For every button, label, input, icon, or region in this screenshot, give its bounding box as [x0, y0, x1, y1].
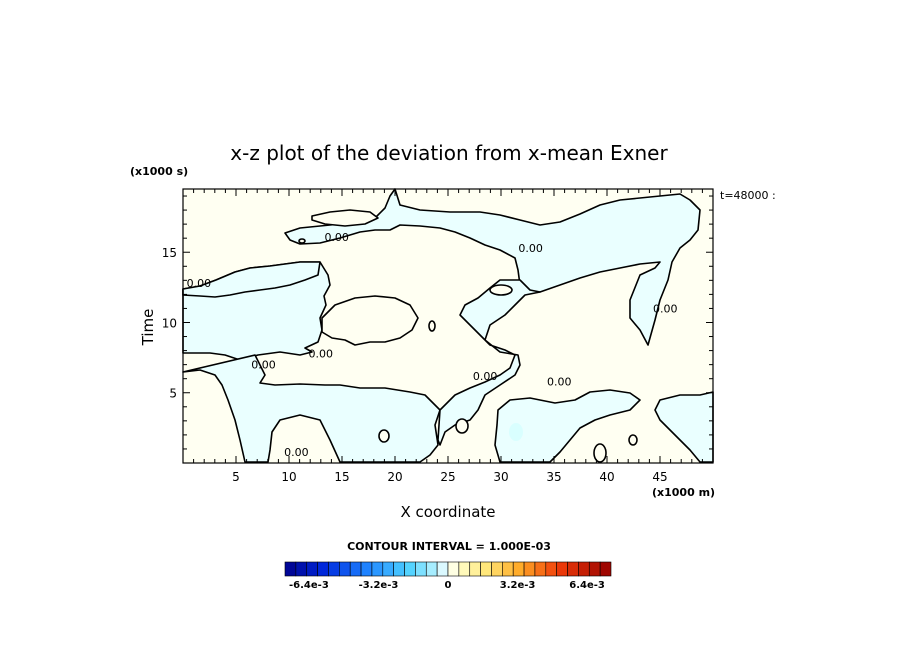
x-axis-label: X coordinate — [400, 503, 495, 521]
colorbar-bin — [458, 561, 471, 577]
colorbar-bin — [371, 561, 384, 577]
axis-ticks: 5 10 15 20 25 30 35 40 45 5 10 15 — [162, 189, 713, 484]
colorbar-bin — [404, 561, 416, 577]
negative-region-left-upper — [182, 261, 321, 298]
contour-label: 0.00 — [284, 446, 309, 459]
positive-island-small-6 — [428, 320, 436, 332]
x-tick-label: 35 — [546, 470, 561, 484]
positive-islands — [298, 209, 638, 463]
negative-region-top — [284, 188, 701, 346]
colorbar-bin — [339, 561, 351, 577]
contour-label: 0.00 — [187, 277, 212, 290]
colorbar-bin — [317, 561, 329, 577]
y-tick-label: 5 — [169, 387, 177, 401]
colorbar-bin — [360, 561, 373, 577]
chart-title: x-z plot of the deviation from x-mean Ex… — [230, 141, 668, 165]
colorbar-bin — [295, 561, 308, 577]
colorbar-bin — [425, 561, 438, 577]
positive-island-small-5 — [489, 284, 513, 296]
x-tick-label: 15 — [334, 470, 349, 484]
colorbar-bin — [523, 561, 536, 577]
colorbar-bin — [599, 561, 612, 577]
contour-label: 0.00 — [518, 242, 543, 255]
colorbar-bin — [436, 561, 449, 577]
colorbar-bin — [545, 561, 557, 577]
colorbar-tick-label: 3.2e-3 — [500, 580, 536, 591]
positive-island-small-4 — [628, 434, 638, 446]
colorbar-bin — [502, 561, 514, 577]
negative-region-bottom-right — [494, 389, 641, 463]
contour-label: 0.00 — [324, 231, 349, 244]
negative-region-right-lower — [654, 391, 714, 463]
contour-label: 0.00 — [547, 376, 572, 389]
colorbar-bin — [349, 561, 362, 577]
x-tick-label: 40 — [599, 470, 614, 484]
time-label: t=48000 : — [720, 189, 776, 202]
positive-island-small-7 — [298, 238, 306, 244]
positive-island-small-2 — [455, 418, 469, 434]
contour-label: 0.00 — [473, 370, 498, 383]
colorbar-bin — [556, 561, 568, 577]
y-tick-label: 10 — [162, 316, 177, 330]
colorbar-bin — [393, 561, 405, 577]
negative-regions — [182, 188, 714, 463]
x-tick-label: 45 — [652, 470, 667, 484]
negative-region-right-band — [437, 279, 541, 446]
positive-island-top — [311, 209, 379, 227]
y-axis-label: Time — [139, 309, 157, 347]
positive-island-small-1 — [378, 429, 390, 443]
colorbar: -6.4e-3 -3.2e-3 0 3.2e-3 6.4e-3 — [284, 561, 612, 591]
contour-label: 0.00 — [251, 359, 276, 372]
x-tick-label: 20 — [387, 470, 402, 484]
colorbar-bin — [328, 561, 340, 577]
positive-island-small-3 — [593, 443, 607, 463]
colorbar-bin — [567, 561, 579, 577]
colorbar-bin — [534, 561, 547, 577]
y-unit-label: (x1000 s) — [130, 165, 188, 178]
colorbar-bin — [578, 561, 590, 577]
colorbar-bin — [588, 561, 601, 577]
colorbar-bin — [512, 561, 525, 577]
x-tick-label: 30 — [493, 470, 508, 484]
x-tick-label: 5 — [232, 470, 240, 484]
colorbar-tick-label: 6.4e-3 — [569, 580, 605, 591]
positive-island-center — [321, 295, 419, 346]
x-tick-label: 10 — [281, 470, 296, 484]
x-tick-label: 25 — [440, 470, 455, 484]
colorbar-bin — [284, 561, 297, 577]
plot-area: 0.00 0.00 0.00 0.00 0.00 0.00 0.00 0.00 0.00 5 10… — [162, 188, 714, 484]
negative-region-center — [182, 354, 441, 463]
contour-labels: 0.00 0.00 0.00 0.00 0.00 0.00 0.00 0.00 0.00 — [187, 231, 678, 459]
colorbar-tick-label: -3.2e-3 — [359, 580, 399, 591]
y-tick-label: 15 — [162, 246, 177, 260]
x-unit-label: (x1000 m) — [652, 486, 715, 499]
colorbar-tick-label: 0 — [445, 580, 452, 591]
colorbar-bin — [491, 561, 503, 577]
negative-island-faint — [509, 423, 523, 441]
colorbar-bin — [447, 561, 460, 577]
contour-label: 0.00 — [309, 347, 334, 360]
colorbar-bin — [382, 561, 394, 577]
colorbar-tick-label: -6.4e-3 — [289, 580, 329, 591]
colorbar-bin — [480, 561, 492, 577]
contour-interval-label: CONTOUR INTERVAL = 1.000E-03 — [347, 540, 551, 553]
colorbar-bin — [469, 561, 481, 577]
colorbar-bin — [415, 561, 427, 577]
contour-label: 0.00 — [653, 302, 678, 315]
colorbar-bin — [306, 561, 318, 577]
